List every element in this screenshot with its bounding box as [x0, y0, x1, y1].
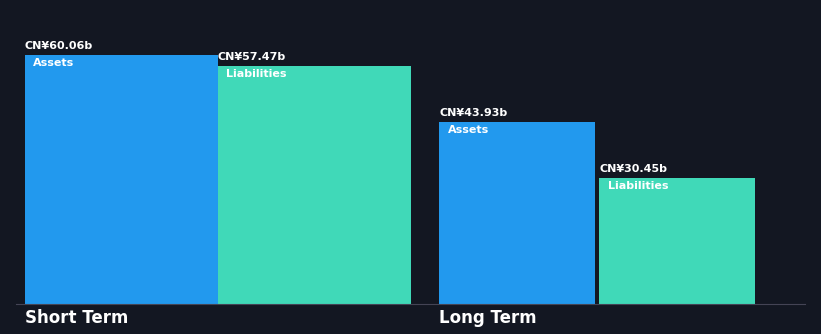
Bar — [25, 55, 218, 304]
Bar — [599, 178, 755, 304]
Text: CN¥30.45b: CN¥30.45b — [599, 164, 667, 174]
Bar — [218, 65, 410, 304]
Text: CN¥57.47b: CN¥57.47b — [218, 52, 286, 62]
Text: Long Term: Long Term — [439, 309, 537, 327]
Bar — [439, 122, 595, 304]
Text: Assets: Assets — [447, 125, 488, 135]
Text: Liabilities: Liabilities — [608, 181, 668, 191]
Text: Liabilities: Liabilities — [226, 69, 287, 79]
Text: CN¥60.06b: CN¥60.06b — [25, 41, 93, 51]
Text: Short Term: Short Term — [25, 309, 128, 327]
Text: Assets: Assets — [33, 58, 74, 68]
Text: CN¥43.93b: CN¥43.93b — [439, 108, 507, 118]
